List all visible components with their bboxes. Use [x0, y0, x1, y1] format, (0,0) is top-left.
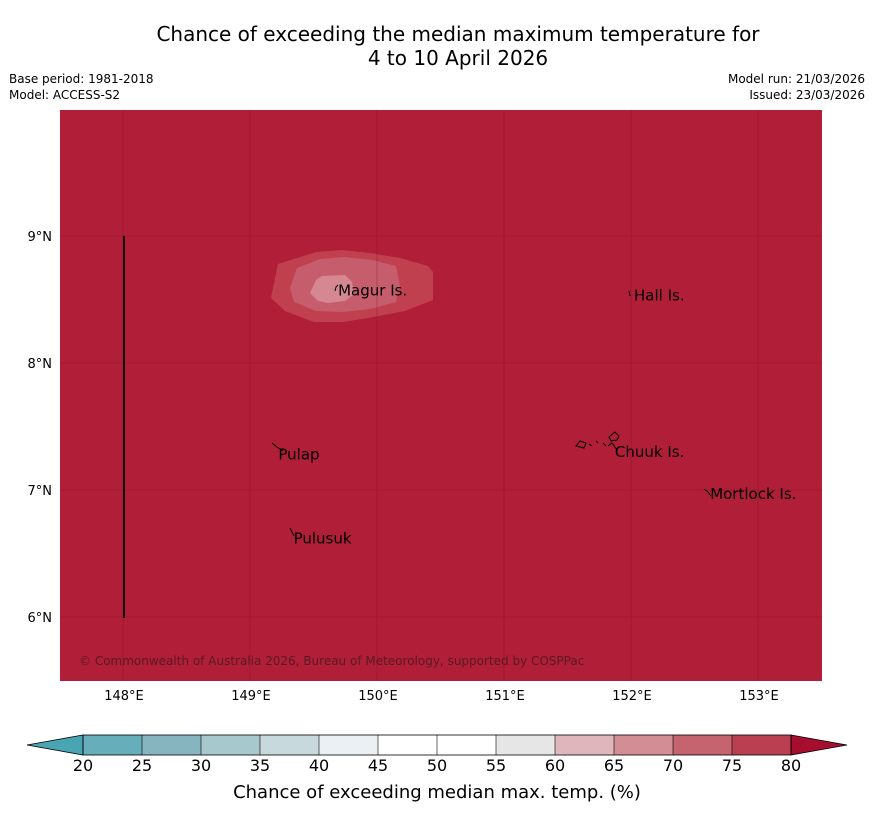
colorbar-tick-80: 80 [781, 756, 801, 775]
pulusuk-island-shape [289, 527, 295, 537]
lat-tick-6: 6°N [28, 611, 53, 626]
colorbar-under-outline [26, 734, 84, 756]
colorbar-segment-45-50 [378, 735, 438, 755]
colorbar-segment-40-45 [319, 735, 379, 755]
colorbar-segment-30-35 [201, 735, 261, 755]
model-run: Model run: 21/03/2026 [727, 72, 865, 86]
meta-right: Model run: 21/03/2026 Issued: 23/03/2026 [728, 71, 865, 103]
colorbar-tick-45: 45 [368, 756, 388, 775]
colorbar-segment-70-75 [673, 735, 733, 755]
mortlock-island-shape [703, 488, 712, 497]
colorbar-title: Chance of exceeding median max. temp. (%… [233, 782, 641, 803]
lon-tick-149: 149°E [231, 689, 271, 704]
pulap-island-shape [271, 442, 284, 452]
chuuk-island-shapes [575, 431, 620, 451]
colorbar-segment-75-80 [732, 735, 792, 755]
lon-tick-150: 150°E [358, 689, 398, 704]
colorbar-under-arrow [27, 735, 83, 755]
lon-tick-153: 153°E [739, 689, 779, 704]
colorbar-segment-20-25 [83, 735, 143, 755]
colorbar-segment-55-60 [496, 735, 556, 755]
colorbar-segment-65-70 [614, 735, 674, 755]
lat-tick-8: 8°N [28, 357, 53, 372]
colorbar-tick-75: 75 [722, 756, 742, 775]
lon-tick-152: 152°E [612, 689, 652, 704]
model-name: Model: ACCESS-S2 [9, 88, 121, 102]
colorbar-tick-70: 70 [663, 756, 683, 775]
colorbar-segment-60-65 [555, 735, 615, 755]
colorbar-segment-25-30 [142, 735, 202, 755]
lon-tick-151: 151°E [485, 689, 525, 704]
colorbar-segment-35-40 [260, 735, 320, 755]
contour-65 [310, 275, 354, 303]
hall-island-shape [628, 290, 631, 297]
colorbar-tick-55: 55 [486, 756, 506, 775]
magur-island-shape [334, 284, 339, 292]
map-panel[interactable]: Magur Is. Hall Is. Pulap Chuuk Is. Mortlock … [60, 110, 822, 681]
title-line-2: 4 to 10 April 2026 [367, 46, 549, 70]
lon-tick-labels: 148°E 149°E 150°E 151°E 152°E 153°E [104, 689, 779, 704]
colorbar-segment-50-55 [437, 735, 497, 755]
lon-tick-148: 148°E [104, 689, 144, 704]
place-label-pulusuk: Pulusuk [294, 529, 352, 547]
gridlines [60, 110, 822, 681]
copyright-text: © Commonwealth of Australia 2026, Bureau… [79, 654, 584, 668]
place-label-chuuk-is: Chuuk Is. [615, 443, 684, 461]
colorbar-over-outline [790, 734, 848, 756]
colorbar-over-arrow [791, 735, 847, 755]
chart-title: Chance of exceeding the median maximum t… [120, 22, 796, 70]
colorbar-tick-35: 35 [250, 756, 270, 775]
colorbar-tick-50: 50 [427, 756, 447, 775]
map-background [60, 110, 822, 681]
island-outlines [271, 284, 712, 537]
place-labels: Magur Is. Hall Is. Pulap Chuuk Is. Mortlock … [278, 282, 796, 548]
lat-tick-7: 7°N [28, 484, 53, 499]
colorbar-tick-30: 30 [191, 756, 211, 775]
lat-tick-9: 9°N [28, 230, 53, 245]
place-label-magur-is: Magur Is. [338, 282, 407, 300]
colorbar-tick-20: 20 [73, 756, 93, 775]
place-label-mortlock-is: Mortlock Is. [710, 485, 796, 503]
colorbar-tick-60: 60 [545, 756, 565, 775]
meta-left: Base period: 1981-2018 Model: ACCESS-S2 [9, 71, 154, 103]
title-line-1: Chance of exceeding the median maximum t… [156, 22, 760, 46]
lat-tick-labels: 9°N 8°N 7°N 6°N [28, 230, 53, 626]
colorbar: 20 25 30 35 40 45 50 55 60 65 70 75 80 Chance of exc… [26, 734, 848, 803]
colorbar-tick-65: 65 [604, 756, 624, 775]
colorbar-tick-25: 25 [132, 756, 152, 775]
place-label-pulap: Pulap [278, 445, 319, 463]
place-label-hall-is: Hall Is. [634, 287, 685, 305]
base-period: Base period: 1981-2018 [9, 72, 154, 86]
colorbar-tick-40: 40 [309, 756, 329, 775]
issued-date: Issued: 23/03/2026 [749, 88, 865, 102]
